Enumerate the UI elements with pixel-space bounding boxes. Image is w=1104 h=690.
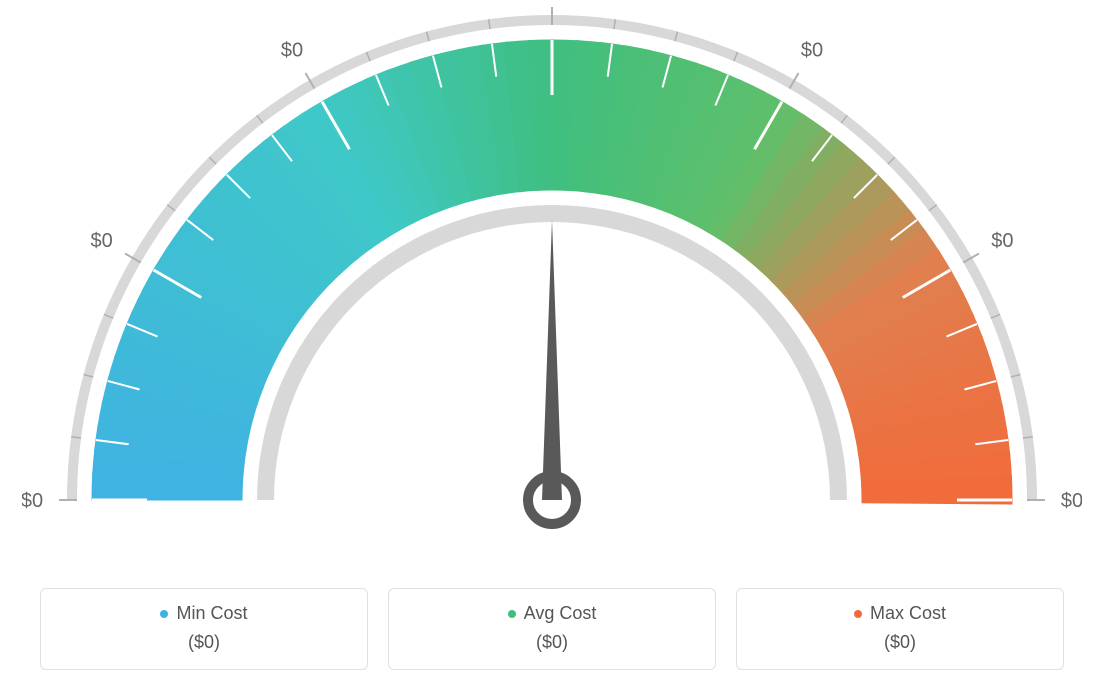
gauge: $0$0$0$0$0$0$0 [22, 0, 1082, 560]
legend-title-avg: Avg Cost [399, 603, 705, 624]
legend-dot-max [854, 610, 862, 618]
legend-label-max: Max Cost [870, 603, 946, 624]
svg-text:$0: $0 [91, 230, 113, 252]
legend-dot-avg [508, 610, 516, 618]
legend-card-min: Min Cost ($0) [40, 588, 368, 670]
svg-text:$0: $0 [1061, 490, 1082, 512]
svg-text:$0: $0 [22, 490, 43, 512]
legend-title-min: Min Cost [51, 603, 357, 624]
legend-value-min: ($0) [51, 632, 357, 653]
svg-text:$0: $0 [281, 40, 303, 62]
legend-value-avg: ($0) [399, 632, 705, 653]
gauge-chart-container: $0$0$0$0$0$0$0 Min Cost ($0) Avg Cost ($… [0, 0, 1104, 690]
legend-row: Min Cost ($0) Avg Cost ($0) Max Cost ($0… [40, 588, 1064, 670]
legend-title-max: Max Cost [747, 603, 1053, 624]
svg-text:$0: $0 [991, 230, 1013, 252]
svg-text:$0: $0 [801, 40, 823, 62]
legend-card-avg: Avg Cost ($0) [388, 588, 716, 670]
legend-label-avg: Avg Cost [524, 603, 597, 624]
legend-dot-min [160, 610, 168, 618]
legend-value-max: ($0) [747, 632, 1053, 653]
legend-card-max: Max Cost ($0) [736, 588, 1064, 670]
legend-label-min: Min Cost [176, 603, 247, 624]
